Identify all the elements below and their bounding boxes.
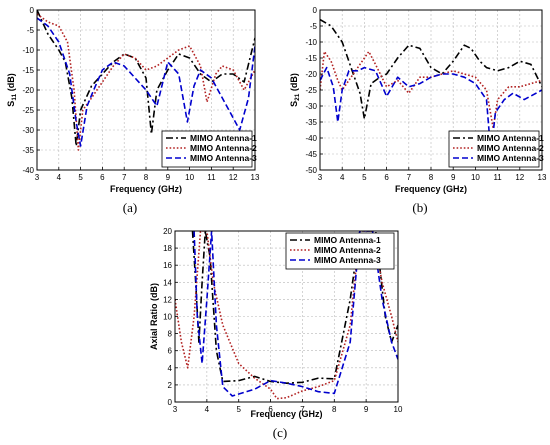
chart-panel-b: 3 4 5 6 7 8 9 10 11 12 13 0 -5 -10 -15 -20 -25 -30 -35 -40 -…: [289, 6, 547, 215]
legend-box: [285, 232, 395, 270]
x-tick-label: 3: [173, 405, 178, 414]
x-tick-label: 10: [185, 173, 194, 182]
legend-box: [448, 130, 540, 168]
panel-label: (a): [123, 200, 137, 215]
x-tick-label: 8: [332, 405, 337, 414]
x-tick-label: 3: [35, 173, 40, 182]
x-tick-label: 10: [394, 405, 403, 414]
x-tick-label: 10: [471, 173, 480, 182]
x-axis-label: Frequency (GHz): [250, 409, 322, 419]
y-tick-label: -50: [305, 166, 317, 175]
x-tick-label: 6: [100, 173, 105, 182]
y-tick-label: 10: [163, 313, 172, 322]
series-line-1: [320, 18, 542, 120]
y-axis-label: S21 (dB): [289, 73, 301, 107]
y-tick-label: -40: [305, 134, 317, 143]
x-axis-label: Frequency (GHz): [110, 184, 182, 194]
y-tick-label: -5: [310, 22, 318, 31]
x-tick-label: 7: [122, 173, 127, 182]
x-tick-label: 5: [78, 173, 83, 182]
x-tick-label: 7: [300, 405, 305, 414]
y-tick-label: 20: [163, 227, 172, 236]
y-tick-label: -20: [305, 70, 317, 79]
y-axis-label: Axial Ratio (dB): [149, 283, 159, 350]
y-tick-label: -40: [22, 166, 34, 175]
legend-label: MIMO Antenna-2: [477, 143, 544, 153]
y-tick-label: -30: [22, 126, 34, 135]
y-tick-label: -5: [27, 26, 35, 35]
x-tick-label: 9: [364, 405, 369, 414]
x-tick-label: 11: [493, 173, 502, 182]
legend-label: MIMO Antenna-3: [190, 153, 257, 163]
panel-label: (b): [412, 200, 427, 215]
y-tick-label: 4: [168, 364, 173, 373]
legend-label: MIMO Antenna-3: [314, 255, 381, 265]
y-tick-label: -10: [305, 38, 317, 47]
x-tick-label: 5: [236, 405, 241, 414]
legend-label: MIMO Antenna-1: [190, 133, 257, 143]
y-tick-label: 0: [30, 6, 35, 15]
y-tick-label: 8: [168, 330, 173, 339]
y-tick-label: -35: [22, 146, 34, 155]
legend-box: [161, 130, 253, 168]
x-tick-label: 11: [207, 173, 216, 182]
series-line-3: [320, 66, 542, 155]
y-tick-label: -35: [305, 118, 317, 127]
series-line-3: [193, 231, 398, 397]
x-axis-label: Frequency (GHz): [395, 184, 467, 194]
y-tick-label: 12: [163, 295, 172, 304]
series-line-1: [191, 231, 398, 384]
x-tick-label: 4: [205, 405, 210, 414]
x-tick-label: 9: [451, 173, 456, 182]
y-tick-label: 18: [163, 244, 172, 253]
y-tick-label: -20: [22, 86, 34, 95]
x-tick-label: 4: [57, 173, 62, 182]
legend-label: MIMO Antenna-1: [477, 133, 544, 143]
y-axis-label: S11 (dB): [6, 73, 18, 106]
legend-label: MIMO Antenna-2: [190, 143, 257, 153]
chart-panel-c: 3 4 5 6 7 8 9 10 0 2 4 6 8 10 12 14 16 18 20 Frequency (GHz…: [149, 227, 403, 440]
y-tick-label: -10: [22, 46, 34, 55]
y-tick-label: 2: [168, 381, 173, 390]
legend-label: MIMO Antenna-3: [477, 153, 544, 163]
x-tick-label: 5: [362, 173, 367, 182]
y-tick-label: -25: [22, 106, 34, 115]
series-line-2: [37, 13, 255, 151]
x-tick-label: 13: [538, 173, 547, 182]
panel-label: (c): [273, 425, 287, 440]
chart-panel-a: 3 4 5 6 7 8 9 10 11 12 13 0 -5 -10 -15 -20 -25 -30 -35 -40 F…: [6, 6, 260, 215]
y-tick-label: -15: [305, 54, 317, 63]
y-tick-label: -45: [305, 150, 317, 159]
y-tick-label: -25: [305, 86, 317, 95]
legend-label: MIMO Antenna-1: [314, 235, 381, 245]
x-tick-label: 3: [318, 173, 323, 182]
x-tick-label: 8: [144, 173, 149, 182]
series-line-3: [37, 17, 255, 147]
x-tick-label: 4: [340, 173, 345, 182]
x-tick-label: 6: [268, 405, 273, 414]
x-tick-label: 9: [166, 173, 171, 182]
y-tick-label: 16: [163, 261, 172, 270]
x-tick-label: 7: [407, 173, 412, 182]
x-tick-label: 13: [251, 173, 260, 182]
series-line-2: [320, 50, 542, 130]
legend-label: MIMO Antenna-2: [314, 245, 381, 255]
x-tick-label: 12: [229, 173, 238, 182]
x-tick-label: 8: [429, 173, 434, 182]
x-tick-label: 6: [384, 173, 389, 182]
series-line-2: [175, 231, 398, 400]
y-tick-label: -30: [305, 102, 317, 111]
y-tick-label: -15: [22, 66, 34, 75]
x-tick-label: 12: [515, 173, 524, 182]
y-tick-label: 6: [168, 347, 173, 356]
y-tick-label: 0: [168, 398, 173, 407]
y-tick-label: 14: [163, 278, 172, 287]
y-tick-label: 0: [313, 6, 318, 15]
